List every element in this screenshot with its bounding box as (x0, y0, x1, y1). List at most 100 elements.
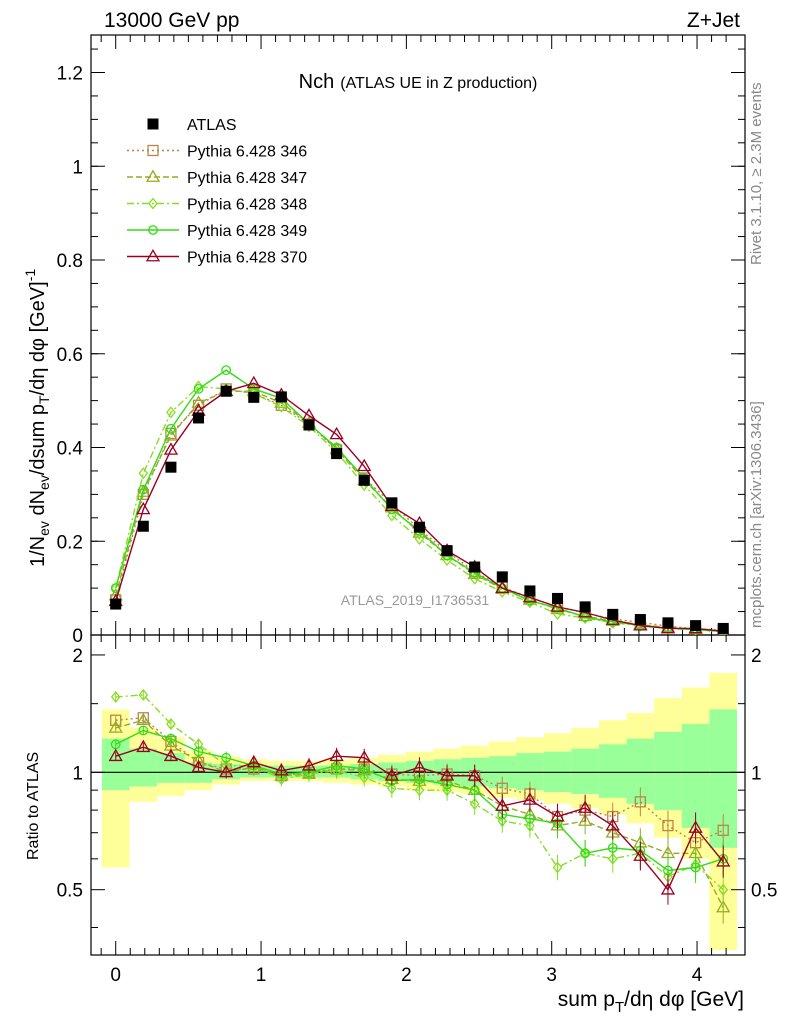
series-4-point-15 (522, 589, 538, 603)
ratio-1-point-17 (578, 813, 593, 826)
series-4-point-1 (136, 501, 151, 515)
ratio-4-point-0 (108, 748, 123, 762)
y-axis-label: 1/Nev dNev/dsum pT/dη dφ [GeV]-1 (22, 269, 52, 567)
atlas-point-10 (386, 497, 398, 509)
ratio-0-point-14 (496, 782, 508, 794)
ratio-4-point-21 (688, 820, 703, 833)
ratio-uncertainty-bands (91, 672, 745, 951)
mcplots-label: mcplots.cern.ch [arXiv:1306.3436] (748, 401, 765, 628)
ratio-4-point-7 (301, 758, 317, 771)
ratio-4-point-11 (412, 759, 427, 773)
atlas-point-5 (248, 391, 260, 403)
x-axis-label: sum pT/dη dφ [GeV] (558, 988, 744, 1016)
atlas-point-21 (690, 620, 702, 632)
ratio-4-point-16 (550, 809, 565, 822)
ratio-1-point-0 (108, 720, 123, 733)
legend-label-5: Pythia 6.428 370 (187, 250, 307, 267)
atlas-point-8 (331, 448, 343, 460)
ratio-2-point-0 (110, 690, 121, 704)
ratio-4-point-12 (439, 768, 455, 781)
ratio-series-layer (108, 688, 731, 924)
ratio-2-point-10 (387, 782, 397, 795)
x-tick-label-1: 1 (256, 965, 267, 986)
ratio-tick-label-left-0: 0.5 (57, 881, 83, 902)
ratio-1-point-22 (716, 899, 731, 913)
ratio-4-point-15 (522, 792, 538, 805)
band-inner-1 (129, 748, 158, 787)
ratio-3-point-4 (221, 752, 232, 763)
ratio-2-point-16 (552, 861, 563, 874)
atlas-point-7 (303, 419, 315, 431)
ratio-2-point-9 (359, 771, 370, 784)
ratio-tick-label-right-2: 2 (751, 646, 762, 667)
atlas-point-16 (552, 592, 564, 604)
band-inner-20 (654, 731, 682, 811)
energy-label: 13000 GeV pp (104, 9, 239, 32)
ratio-4-point-1 (136, 739, 151, 753)
atlas-point-22 (717, 622, 729, 634)
ratio-tick-label-left-2: 2 (72, 646, 83, 667)
ratio-4-point-19 (633, 848, 648, 861)
ratio-0-point-19 (634, 796, 647, 808)
rivet-version-label: Rivet 3.1.10, ≥ 2.3M events (748, 83, 765, 266)
plot-title: Nch (ATLAS UE in Z production) (299, 71, 538, 93)
atlas-point-4 (220, 385, 232, 397)
series-2-point-14 (497, 585, 508, 598)
ratio-3-point-2 (166, 733, 176, 744)
ratio-3-point-15 (525, 813, 535, 824)
ratio-3-point-17 (580, 848, 591, 859)
series-3-point-15 (525, 595, 535, 606)
atlas-point-19 (634, 614, 646, 626)
series-3-point-4 (221, 365, 232, 376)
series-2-point-10 (387, 509, 397, 522)
series-2-point-2 (166, 406, 176, 419)
legend-marker-3 (148, 197, 158, 210)
atlas-point-18 (607, 608, 619, 620)
y-tick-label-5: 1 (72, 157, 83, 178)
series-1-point-17 (578, 608, 593, 622)
series-3-point-3 (193, 384, 204, 394)
ratio-2-point-22 (718, 883, 729, 896)
atlas-point-17 (579, 601, 591, 613)
series-4-point-9 (357, 458, 372, 472)
ratio-2-point-11 (414, 784, 425, 797)
ratio-4-point-2 (163, 748, 179, 762)
ratio-0-point-22 (717, 824, 729, 836)
series-2-point-11 (414, 532, 425, 545)
atlas-point-20 (662, 617, 674, 629)
ratio-3-point-0 (110, 739, 121, 750)
band-inner-21 (681, 724, 710, 828)
y-tick-label-1: 0.2 (57, 532, 83, 553)
ratio-2-point-2 (166, 717, 176, 731)
atlas-point-13 (469, 561, 481, 573)
ratio-line-2 (115, 694, 724, 891)
ratio-4-point-4 (219, 764, 234, 778)
atlas-point-6 (275, 391, 287, 403)
legend-label-4: Pythia 6.428 349 (187, 223, 307, 240)
ratio-4-point-6 (274, 763, 289, 776)
series-2-point-15 (525, 596, 535, 609)
ratio-4-point-22 (716, 854, 731, 867)
series-2-point-6 (276, 400, 287, 413)
legend-label-1: Pythia 6.428 346 (187, 144, 307, 161)
series-3-point-1 (138, 484, 149, 495)
ratio-4-point-5 (246, 754, 261, 768)
legend: ATLAS Pythia 6.428 346 Pythia 6.428 347 Pyt… (127, 117, 307, 267)
ratio-1-point-1 (136, 712, 151, 726)
y-tick-label-6: 1.2 (57, 64, 83, 85)
y-tick-label-4: 0.8 (57, 251, 83, 272)
ratio-tick-label-left-1: 1 (72, 763, 83, 784)
axis-ticks: 0 1 2 3 4 0 0.2 0.4 0.6 0.8 1 1.2 0.5 0.5 1 1 2 2 (57, 35, 777, 986)
y-tick-label-0: 0 (72, 626, 83, 647)
ratio-3-point-18 (607, 842, 618, 853)
series-2-point-16 (552, 607, 563, 620)
plot-title-main: Nch (299, 71, 335, 93)
ratio-4-point-3 (191, 759, 206, 773)
ratio-4-point-9 (357, 750, 372, 763)
atlas-point-15 (524, 585, 536, 597)
legend-label-3: Pythia 6.428 348 (187, 197, 307, 214)
atlas-point-12 (441, 545, 453, 557)
main-series-layer (108, 365, 730, 635)
atlas-point-2 (165, 461, 177, 473)
